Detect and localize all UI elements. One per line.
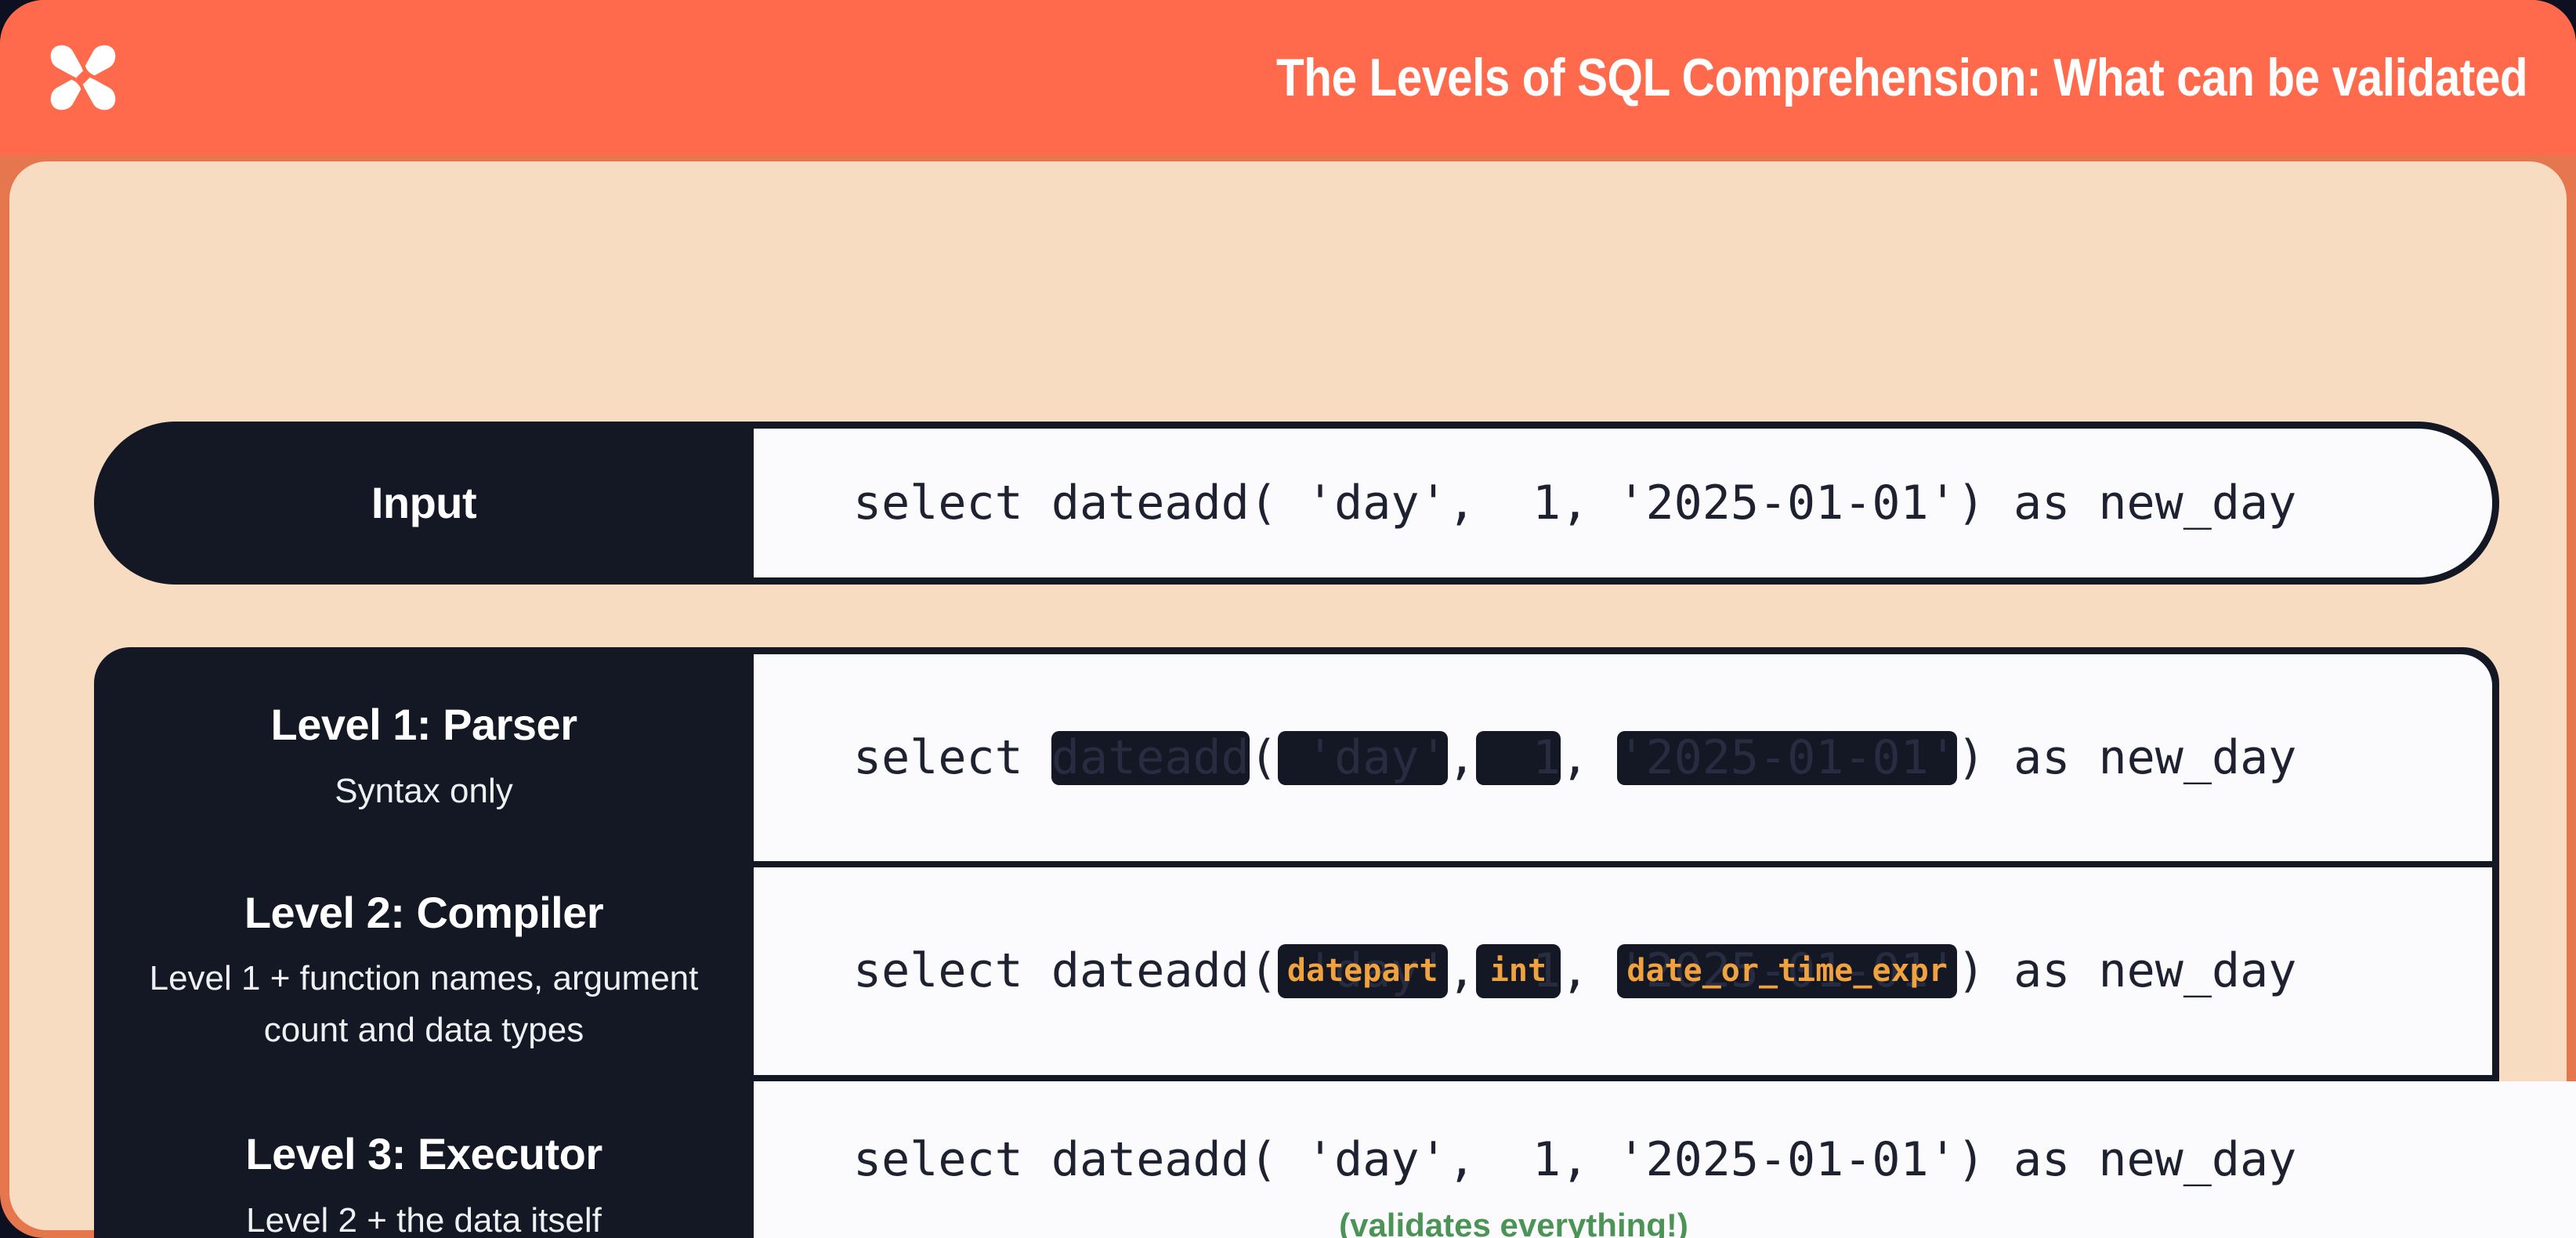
redacted-token: dateadd (1051, 729, 1250, 785)
input-code-line: select dateadd( 'day', 1, '2025-01-01') … (853, 475, 2297, 530)
level-2-subtitle-line-2: count and data types (263, 1011, 584, 1050)
level-3-subtitle: Level 2 + the data itself (246, 1200, 602, 1238)
token-type-label: datepart (1286, 953, 1438, 989)
level-3-code-line: select dateadd( 'day', 1, '2025-01-01') … (853, 1132, 2297, 1187)
page-title: The Levels of SQL Comprehension: What ca… (1073, 0, 2528, 155)
redacted-token: 'day' (1277, 729, 1448, 785)
dbt-logo-icon (45, 39, 121, 116)
content-panel: Input select dateadd( 'day', 1, '2025-01… (9, 161, 2576, 1238)
redacted-token: 'day' datepart (1277, 943, 1448, 998)
level-2-code-panel: select dateadd( 'day' datepart, 1 int, '20… (754, 867, 2492, 1075)
level-1-title: Level 1: Parser (270, 700, 577, 750)
level-2-subtitle-line-1: Level 1 + function names, argument (149, 959, 699, 998)
level-1-label: Level 1: Parser Syntax only (94, 654, 754, 861)
levels-box: Level 1: Parser Syntax only select datea… (94, 647, 2576, 1238)
level-2-code-line: select dateadd( 'day' datepart, 1 int, '20… (853, 943, 2297, 998)
level-2-subtitle: Level 1 + function names, argument count… (150, 953, 699, 1056)
page-title-text: The Levels of SQL Comprehension: What ca… (1275, 48, 2528, 107)
input-row-label: Input (94, 422, 754, 585)
level-3-code-panel: select dateadd( 'day', 1, '2025-01-01') … (754, 1081, 2576, 1238)
redacted-token: 1 (1475, 729, 1561, 785)
input-row: Input select dateadd( 'day', 1, '2025-01… (94, 422, 2499, 585)
token-type-label: date_or_time_expr (1626, 953, 1948, 989)
header-bar: The Levels of SQL Comprehension: What ca… (0, 0, 2576, 155)
level-3-title: Level 3: Executor (245, 1129, 602, 1179)
level-1-code-panel: select dateadd( 'day', 1, '2025-01-01') … (754, 654, 2492, 861)
level-2-label: Level 2: Compiler Level 1 + function nam… (94, 861, 754, 1081)
level-1-code-line: select dateadd( 'day', 1, '2025-01-01') … (853, 729, 2297, 785)
token-type-label: int (1489, 953, 1547, 989)
validates-everything-note: (validates everything!) (1339, 1207, 1688, 1238)
level-3-label: Level 3: Executor Level 2 + the data its… (94, 1081, 754, 1238)
input-row-label-text: Input (371, 478, 477, 528)
redacted-token: '2025-01-01' date_or_time_expr (1617, 943, 1957, 998)
redacted-token: 1 int (1475, 943, 1561, 998)
level-1-subtitle: Syntax only (335, 771, 513, 810)
redacted-token: '2025-01-01' (1617, 729, 1957, 785)
level-2-title: Level 2: Compiler (244, 887, 604, 937)
input-code-panel: select dateadd( 'day', 1, '2025-01-01') … (754, 429, 2492, 577)
